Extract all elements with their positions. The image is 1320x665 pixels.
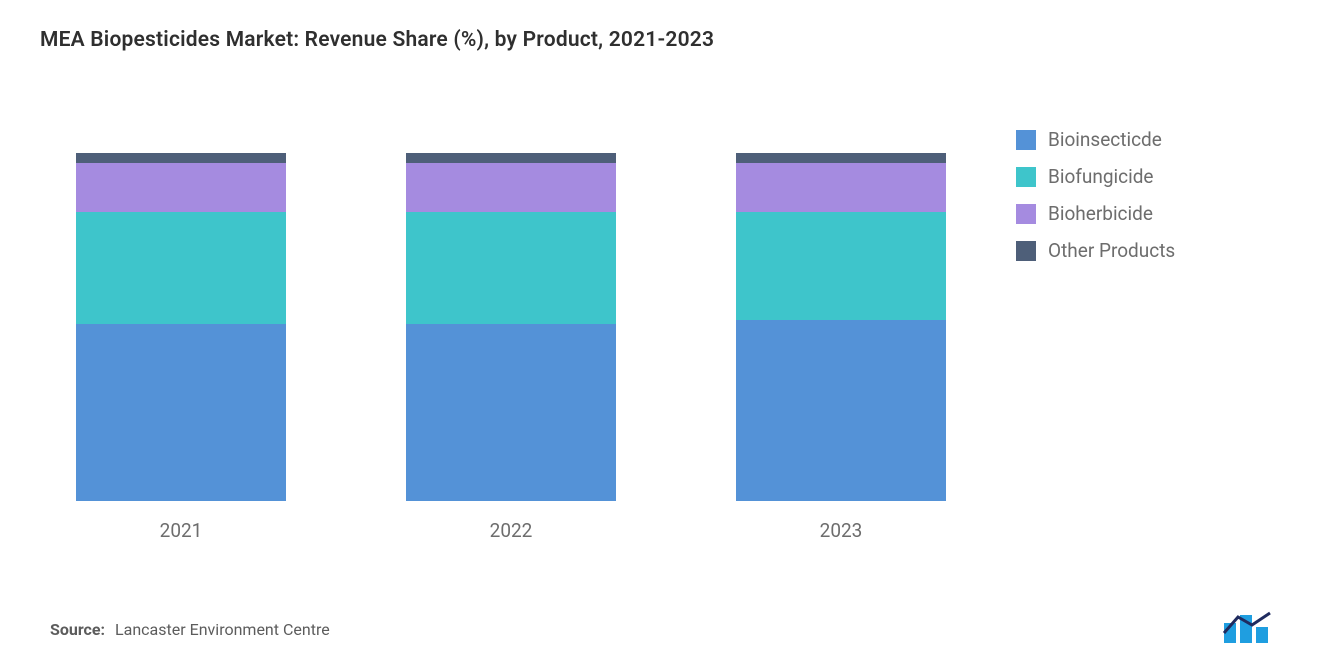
stacked-bar xyxy=(736,153,946,501)
source-text: Lancaster Environment Centre xyxy=(115,620,330,639)
bar-segment-bioherbicide xyxy=(406,163,616,212)
bar-segment-other xyxy=(406,153,616,163)
chart-container: MEA Biopesticides Market: Revenue Share … xyxy=(0,0,1320,665)
bar-segment-biofungicide xyxy=(736,212,946,320)
x-axis-label: 2021 xyxy=(160,519,203,542)
legend-swatch xyxy=(1016,130,1036,150)
bar-segment-other xyxy=(76,153,286,163)
legend-swatch xyxy=(1016,204,1036,224)
bar-segment-biofungicide xyxy=(406,212,616,323)
legend-label: Biofungicide xyxy=(1048,165,1154,188)
bar-segment-bioinsecticide xyxy=(736,320,946,501)
bar-segment-other xyxy=(736,153,946,163)
bar-segment-biofungicide xyxy=(76,212,286,323)
bar-group: 2021 xyxy=(76,153,286,542)
legend-item-biofungicide: Biofungicide xyxy=(1016,165,1175,188)
bar-segment-bioherbicide xyxy=(76,163,286,212)
legend-swatch xyxy=(1016,167,1036,187)
x-axis-label: 2022 xyxy=(490,519,533,542)
legend-label: Bioherbicide xyxy=(1048,202,1153,225)
stacked-bar xyxy=(406,153,616,501)
legend-label: Other Products xyxy=(1048,239,1175,262)
legend-item-bioherbicide: Bioherbicide xyxy=(1016,202,1175,225)
plot-area: 2021 2022 2023 xyxy=(40,122,946,542)
x-axis-label: 2023 xyxy=(820,519,863,542)
brand-logo-icon xyxy=(1222,611,1278,643)
bar-group: 2023 xyxy=(736,153,946,542)
bar-segment-bioinsecticide xyxy=(406,324,616,501)
bar-segment-bioinsecticide xyxy=(76,324,286,501)
chart-row: 202120222023 BioinsecticdeBiofungicideBi… xyxy=(40,122,1280,542)
source-prefix: Source: xyxy=(50,620,105,639)
legend-item-bioinsecticide: Bioinsecticde xyxy=(1016,128,1175,151)
legend: Bioinsecticde Biofungicide Bioherbicide Oth… xyxy=(1016,128,1175,262)
bar-segment-bioherbicide xyxy=(736,163,946,212)
bar-group: 2022 xyxy=(406,153,616,542)
source-line: Source: Lancaster Environment Centre xyxy=(50,620,330,639)
legend-label: Bioinsecticde xyxy=(1048,128,1162,151)
stacked-bar xyxy=(76,153,286,501)
legend-item-other: Other Products xyxy=(1016,239,1175,262)
chart-title: MEA Biopesticides Market: Revenue Share … xyxy=(40,28,1280,52)
legend-swatch xyxy=(1016,241,1036,261)
